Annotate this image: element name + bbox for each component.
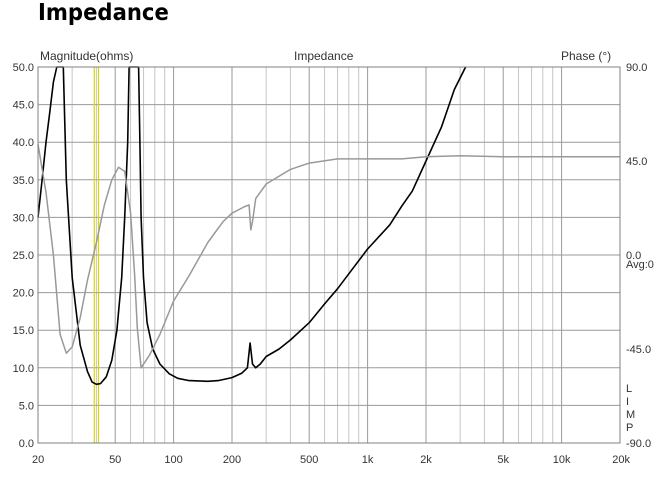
- x-tick-label: 10k: [553, 454, 571, 466]
- x-tick-label: 20k: [612, 454, 630, 466]
- limp-letter-2: I: [626, 396, 629, 408]
- x-tick-label: 5k: [497, 454, 509, 466]
- y-left-tick-label: 0.0: [19, 438, 34, 450]
- y-right-tick-label: 0.0: [626, 250, 641, 262]
- tick-labels: 20 50 100 200 500 1k 2k 5k 10k 20k 50.0 45.0 40.0 35.…: [13, 62, 652, 466]
- y-left-tick-label: 5.0: [19, 400, 34, 412]
- chart-header-title: Impedance: [294, 49, 354, 63]
- y-left-tick-label: 25.0: [13, 250, 34, 262]
- magnitude-line: [37, 66, 467, 386]
- y-left-tick-label: 50.0: [13, 62, 34, 74]
- x-tick-label: 500: [300, 454, 318, 466]
- limp-letter-1: L: [626, 383, 632, 395]
- y-right-tick-label: -45.0: [626, 344, 651, 356]
- x-tick-label: 20: [32, 454, 44, 466]
- limp-letter-3: M: [626, 409, 635, 421]
- y-left-tick-label: 10.0: [13, 363, 34, 375]
- series-lines: [37, 66, 620, 386]
- y-right-tick-label: 45.0: [626, 156, 647, 168]
- phase-axis-label: Phase (°): [561, 49, 612, 63]
- x-tick-label: 1k: [362, 454, 374, 466]
- frequency-markers: [93, 67, 100, 443]
- y-left-tick-label: 30.0: [13, 212, 34, 224]
- x-tick-label: 100: [164, 454, 182, 466]
- y-left-tick-label: 35.0: [13, 175, 34, 187]
- x-tick-label: 2k: [420, 454, 432, 466]
- x-tick-label: 50: [109, 454, 121, 466]
- x-tick-label: 200: [223, 454, 241, 466]
- page-title: Impedance: [38, 0, 169, 26]
- y-right-tick-label: 90.0: [626, 62, 647, 74]
- y-left-tick-label: 45.0: [13, 100, 34, 112]
- avg-label: Avg:0: [626, 259, 654, 271]
- y-left-tick-label: 15.0: [13, 325, 34, 337]
- magnitude-axis-label: Magnitude(ohms): [40, 49, 134, 63]
- y-left-tick-label: 40.0: [13, 137, 34, 149]
- grid: [37, 66, 621, 444]
- limp-letter-4: P: [626, 422, 633, 434]
- plot-frame: [37, 66, 621, 444]
- y-left-tick-label: 20.0: [13, 288, 34, 300]
- phase-line: [37, 144, 620, 369]
- y-right-tick-label: -90.0: [626, 438, 651, 450]
